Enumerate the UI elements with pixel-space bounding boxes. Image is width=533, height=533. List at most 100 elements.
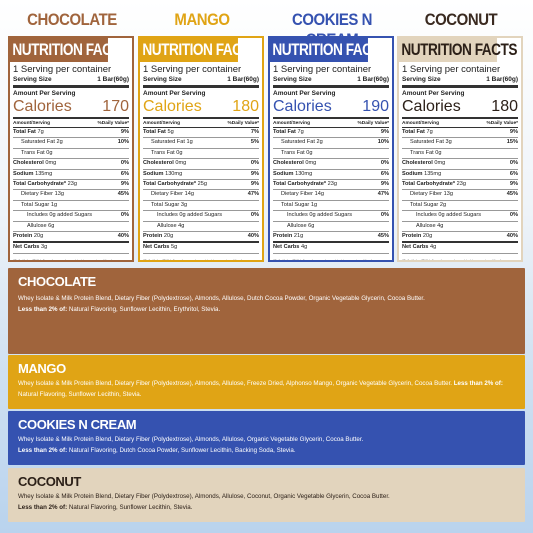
serving-size: Serving Size 1 Bar(60g)	[402, 75, 518, 88]
nutrition-panels: NUTRITION FACTS 1 Serving per container Se…	[8, 36, 525, 262]
amount-per-serving: Amount Per Serving	[143, 90, 206, 97]
servings-per-container: 1 Serving per container	[273, 64, 372, 75]
ingredients-coconut: COCONUT Whey Isolate & Milk Protein Blen…	[8, 468, 525, 522]
daily-value-footnote: *Daily Value (DV) tell you how much a nu…	[143, 258, 242, 262]
servings-per-container: 1 Serving per container	[143, 64, 242, 75]
nutrient-row: Trans Fat 0g	[143, 149, 259, 160]
nutrient-row: Total Sugar 3g	[143, 201, 259, 212]
ingredients-text: Whey Isolate & Milk Protein Blend, Dieta…	[18, 380, 503, 398]
nutrient-row: Cholesterol 0mg 0%	[402, 159, 518, 170]
nutrition-body: 1 Serving per container Serving Size 1 Bar…	[270, 62, 392, 262]
serving-size: Serving Size 1 Bar(60g)	[143, 75, 259, 88]
serving-size: Serving Size 1 Bar(60g)	[13, 75, 129, 88]
nutrition-facts-header: NUTRITION FACTS	[140, 38, 259, 62]
calories-value: 170	[102, 98, 129, 115]
nutrient-row: Dietary Fiber 13g 45%	[13, 190, 129, 201]
ingredients-text: Whey Isolate & Milk Protein Blend, Dieta…	[18, 436, 364, 454]
nutrient-row: Saturated Fat 2g 10%	[13, 138, 129, 149]
amount-per-serving: Amount Per Serving	[13, 90, 76, 97]
nutrient-row: Allulose 6g	[273, 222, 389, 233]
nutrient-row: Total Sugar 2g	[402, 201, 518, 212]
nutrient-row: Sodium 130mg 6%	[273, 170, 389, 181]
nutrition-panel: NUTRITION FACTS 1 Serving per container Se…	[397, 36, 523, 262]
nutrient-row: Dietary Fiber 13g 45%	[402, 190, 518, 201]
nutrient-row: Allulose 4g	[402, 222, 518, 233]
nutrient-row: Total Carbohydrate* 23g 9%	[402, 180, 518, 191]
nutrition-facts-header: NUTRITION FACTS	[270, 38, 389, 62]
servings-per-container: 1 Serving per container	[402, 64, 501, 75]
calories-value: 180	[491, 98, 518, 115]
amount-per-serving: Amount Per Serving	[402, 90, 465, 97]
nutrient-row: Total Fat 5g 7%	[143, 128, 259, 139]
flavor-title-coconut: COCONUT	[424, 10, 498, 29]
nutrient-row: Sodium 135mg 6%	[13, 170, 129, 181]
nutrient-row: Sodium 130mg 9%	[143, 170, 259, 181]
ingredients-chocolate: CHOCOLATE Whey Isolate & Milk Protein Bl…	[8, 268, 525, 354]
nutrient-row: Cholesterol 0mg 0%	[143, 159, 259, 170]
daily-value-footnote: *Daily Value (DV) tell you how much a nu…	[402, 258, 501, 262]
nutrient-row: Net Carbs 4g	[273, 243, 389, 254]
ingredients-cookies-n-cream: COOKIES N CREAM Whey Isolate & Milk Prot…	[8, 411, 525, 465]
nutrition-panel: NUTRITION FACTS 1 Serving per container Se…	[268, 36, 394, 262]
servings-per-container: 1 Serving per container	[13, 64, 112, 75]
nutrient-row: Includes 0g added Sugars 0%	[402, 211, 518, 222]
nutrient-row: Saturated Fat 3g 15%	[402, 138, 518, 149]
nutrition-body: 1 Serving per container Serving Size 1 Bar…	[140, 62, 262, 262]
nutrient-row: Trans Fat 0g	[13, 149, 129, 160]
daily-value-header: Amount/Serving %Daily Value*	[402, 121, 518, 128]
nutrient-row: Allulose 4g	[143, 222, 259, 233]
nutrient-row: Includes 0g added Sugars 0%	[143, 211, 259, 222]
daily-value-header: Amount/Serving %Daily Value*	[13, 121, 129, 128]
nutrition-panel: NUTRITION FACTS 1 Serving per container Se…	[8, 36, 134, 262]
nutrient-row: Allulose 6g	[13, 222, 129, 233]
calories-row: Calories 180	[402, 98, 518, 119]
nutrient-row: Cholesterol 0mg 0%	[273, 159, 389, 170]
ingredients-title: COOKIES N CREAM	[18, 417, 137, 432]
calories-row: Calories 170	[13, 98, 129, 119]
nutrition-panel: NUTRITION FACTS 1 Serving per container Se…	[138, 36, 264, 262]
nutrient-row: Trans Fat 0g	[402, 149, 518, 160]
nutrition-body: 1 Serving per container Serving Size 1 Bar…	[10, 62, 132, 262]
nutrient-row: Saturated Fat 1g 5%	[143, 138, 259, 149]
nutrient-row: Includes 0g added Sugars 0%	[13, 211, 129, 222]
ingredients-text: Whey Isolate & Milk Protein Blend, Dieta…	[18, 493, 390, 511]
nutrient-row: Total Fat 7g 9%	[273, 128, 389, 139]
calories-row: Calories 190	[273, 98, 389, 119]
nutrient-row: Total Fat 7g 9%	[13, 128, 129, 139]
nutrient-row: Total Sugar 1g	[273, 201, 389, 212]
nutrient-row: Total Carbohydrate* 23g 9%	[273, 180, 389, 191]
ingredients-text: Whey Isolate & Milk Protein Blend, Dieta…	[18, 295, 425, 313]
nutrient-row: Dietary Fiber 14g 47%	[143, 190, 259, 201]
daily-value-footnote: *Daily Value (DV) tell you how much a nu…	[13, 258, 112, 262]
ingredients-title: MANGO	[18, 361, 66, 376]
nutrient-row: Total Carbohydrate* 25g 9%	[143, 180, 259, 191]
nutrient-row: Net Carbs 4g	[402, 243, 518, 254]
nutrient-row: Sodium 135mg 6%	[402, 170, 518, 181]
daily-value-header: Amount/Serving %Daily Value*	[143, 121, 259, 128]
ingredients-title: CHOCOLATE	[18, 274, 96, 289]
nutrition-facts-header: NUTRITION FACTS	[399, 38, 518, 62]
nutrient-row: Trans Fat 0g	[273, 149, 389, 160]
nutrient-row: Saturated Fat 2g 10%	[273, 138, 389, 149]
nutrient-row: Net Carbs 5g	[143, 243, 259, 254]
nutrient-row: Total Fat 7g 9%	[402, 128, 518, 139]
ingredients-mango: MANGO Whey Isolate & Milk Protein Blend,…	[8, 355, 525, 409]
calories-row: Calories 180	[143, 98, 259, 119]
nutrition-body: 1 Serving per container Serving Size 1 Bar…	[399, 62, 521, 262]
nutrient-row: Net Carbs 3g	[13, 243, 129, 254]
flavor-title-mango: MANGO	[174, 10, 230, 29]
nutrient-row: Protein 20g 40%	[13, 232, 129, 244]
nutrition-facts-header: NUTRITION FACTS	[10, 38, 129, 62]
serving-size: Serving Size 1 Bar(60g)	[273, 75, 389, 88]
calories-value: 190	[362, 98, 389, 115]
calories-value: 180	[232, 98, 259, 115]
daily-value-header: Amount/Serving %Daily Value*	[273, 121, 389, 128]
nutrient-row: Protein 20g 40%	[402, 232, 518, 244]
flavor-title-chocolate: CHOCOLATE	[27, 10, 117, 29]
nutrient-row: Total Sugar 1g	[13, 201, 129, 212]
nutrient-row: Total Carbohydrate* 23g 9%	[13, 180, 129, 191]
nutrient-row: Dietary Fiber 14g 47%	[273, 190, 389, 201]
nutrient-row: Protein 20g 40%	[143, 232, 259, 244]
daily-value-footnote: *Daily Value (DV) tell you how much a nu…	[273, 258, 372, 262]
nutrient-row: Includes 0g added Sugars 0%	[273, 211, 389, 222]
